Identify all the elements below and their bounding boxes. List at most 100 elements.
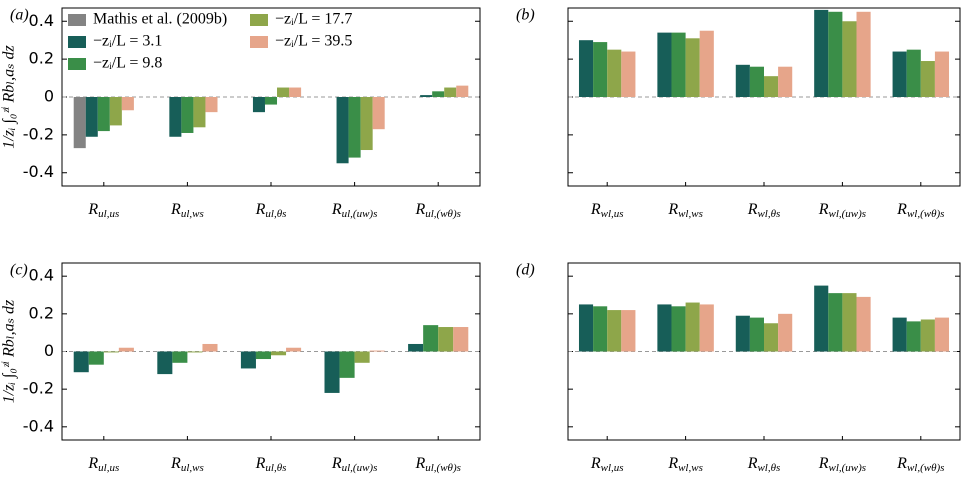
bar <box>444 87 457 97</box>
bar <box>369 350 385 352</box>
bar <box>814 9 829 98</box>
y-tick-label: -0.4 <box>23 416 54 435</box>
bar <box>828 11 843 98</box>
bar <box>348 97 361 158</box>
bar <box>685 38 700 97</box>
bar <box>842 21 857 98</box>
x-tick-label: Rwl,(wθ)s <box>896 455 944 474</box>
legend-label: −zᵢ/L = 9.8 <box>93 55 162 72</box>
bar <box>934 317 950 352</box>
y-tick-label: -0.2 <box>23 379 54 398</box>
bar <box>842 293 857 352</box>
legend-label: −zᵢ/L = 3.1 <box>93 33 162 50</box>
legend-label: −zᵢ/L = 17.7 <box>275 11 352 28</box>
x-tick-label: Rwl,(uw)s <box>818 201 866 220</box>
x-tick-label: Rul,(wθ)s <box>414 455 460 474</box>
panel-label: (d) <box>516 262 535 279</box>
bar <box>892 317 907 352</box>
bar <box>202 343 218 352</box>
bar <box>607 310 622 352</box>
bar <box>906 49 921 97</box>
bar <box>778 313 793 352</box>
legend-swatch <box>68 58 86 70</box>
panel: (d) Rwl,us Rwl,ws Rwl,θs Rwl,(uw)s Rwl,(wθ)s <box>516 262 961 474</box>
bar <box>621 310 636 352</box>
axes-frame <box>567 262 961 441</box>
bar <box>97 97 110 132</box>
bar <box>103 351 119 353</box>
bar <box>255 351 271 360</box>
bar <box>456 85 469 97</box>
panel-label: (a) <box>10 7 29 24</box>
bar <box>657 32 672 97</box>
bar <box>354 351 370 363</box>
x-tick-label: Rwl,θs <box>747 455 781 474</box>
x-tick-label: Rwl,us <box>590 455 624 474</box>
bar <box>453 327 469 352</box>
x-tick-label: Rul,ws <box>170 201 204 220</box>
bar <box>934 51 950 97</box>
bar <box>372 97 385 130</box>
panel: (b) Rwl,us Rwl,ws Rwl,θs Rwl,(uw)s Rwl,(wθ)s <box>516 7 961 220</box>
bar <box>764 76 779 97</box>
bar <box>749 66 764 97</box>
bar <box>252 97 265 113</box>
bar <box>671 306 686 352</box>
panel-label: (b) <box>516 7 535 24</box>
bar <box>187 351 203 353</box>
bar <box>109 97 122 126</box>
bar <box>856 11 871 98</box>
axes-frame <box>61 262 481 441</box>
bar <box>607 49 622 97</box>
bar <box>578 40 594 97</box>
bar <box>423 325 439 352</box>
bar <box>699 304 714 352</box>
bar <box>336 97 349 164</box>
legend-swatch <box>250 14 268 26</box>
bar <box>172 351 188 363</box>
bar <box>420 95 433 97</box>
bar <box>339 351 355 378</box>
bar <box>205 97 218 113</box>
bar <box>778 66 793 97</box>
bar <box>324 351 340 393</box>
bar <box>432 91 445 97</box>
bar <box>73 97 86 149</box>
x-tick-label: Rul,θs <box>255 455 287 474</box>
y-tick-label: -0.2 <box>23 124 54 143</box>
x-tick-label: Rul,θs <box>255 201 287 220</box>
y-tick-label: 0.4 <box>29 11 54 30</box>
bar <box>920 319 935 352</box>
panel: (a) 1/zᵢ ∫₀ᶻⁱ Rbₗ,aₛ dz-0.4 -0.2 0 0.2 0.4 Rul… <box>1 7 481 220</box>
bar <box>264 97 278 105</box>
bar <box>118 347 134 352</box>
y-axis-label: 1/zᵢ ∫₀ᶻⁱ Rbₗ,aₛ dz <box>1 299 19 403</box>
x-tick-label: Rul,(wθ)s <box>414 201 460 220</box>
axes-frame <box>567 7 961 187</box>
bar <box>408 343 424 352</box>
bar <box>88 351 104 365</box>
bar <box>671 32 686 97</box>
x-tick-label: Rwl,(uw)s <box>818 455 866 474</box>
legend-label: −zᵢ/L = 39.5 <box>275 33 352 50</box>
bar <box>892 51 907 97</box>
bar <box>73 351 89 373</box>
bar <box>360 97 373 151</box>
bar <box>920 61 935 97</box>
bar <box>685 302 700 352</box>
legend-swatch <box>68 36 86 48</box>
y-tick-label: -0.4 <box>23 162 54 181</box>
x-tick-label: Rul,(uw)s <box>331 201 378 220</box>
x-tick-label: Rwl,(wθ)s <box>896 201 944 220</box>
y-axis-label: 1/zᵢ ∫₀ᶻⁱ Rbₗ,aₛ dz <box>1 44 19 148</box>
x-tick-label: Rul,us <box>87 201 119 220</box>
bar <box>699 30 714 97</box>
x-tick-label: Rwl,θs <box>747 201 781 220</box>
bar <box>735 64 750 97</box>
y-tick-label: 0.2 <box>29 49 54 68</box>
bar <box>593 42 608 97</box>
legend-label: Mathis et al. (2009b) <box>93 11 227 28</box>
bar <box>157 351 173 375</box>
bar <box>181 97 194 133</box>
bar <box>621 51 636 97</box>
